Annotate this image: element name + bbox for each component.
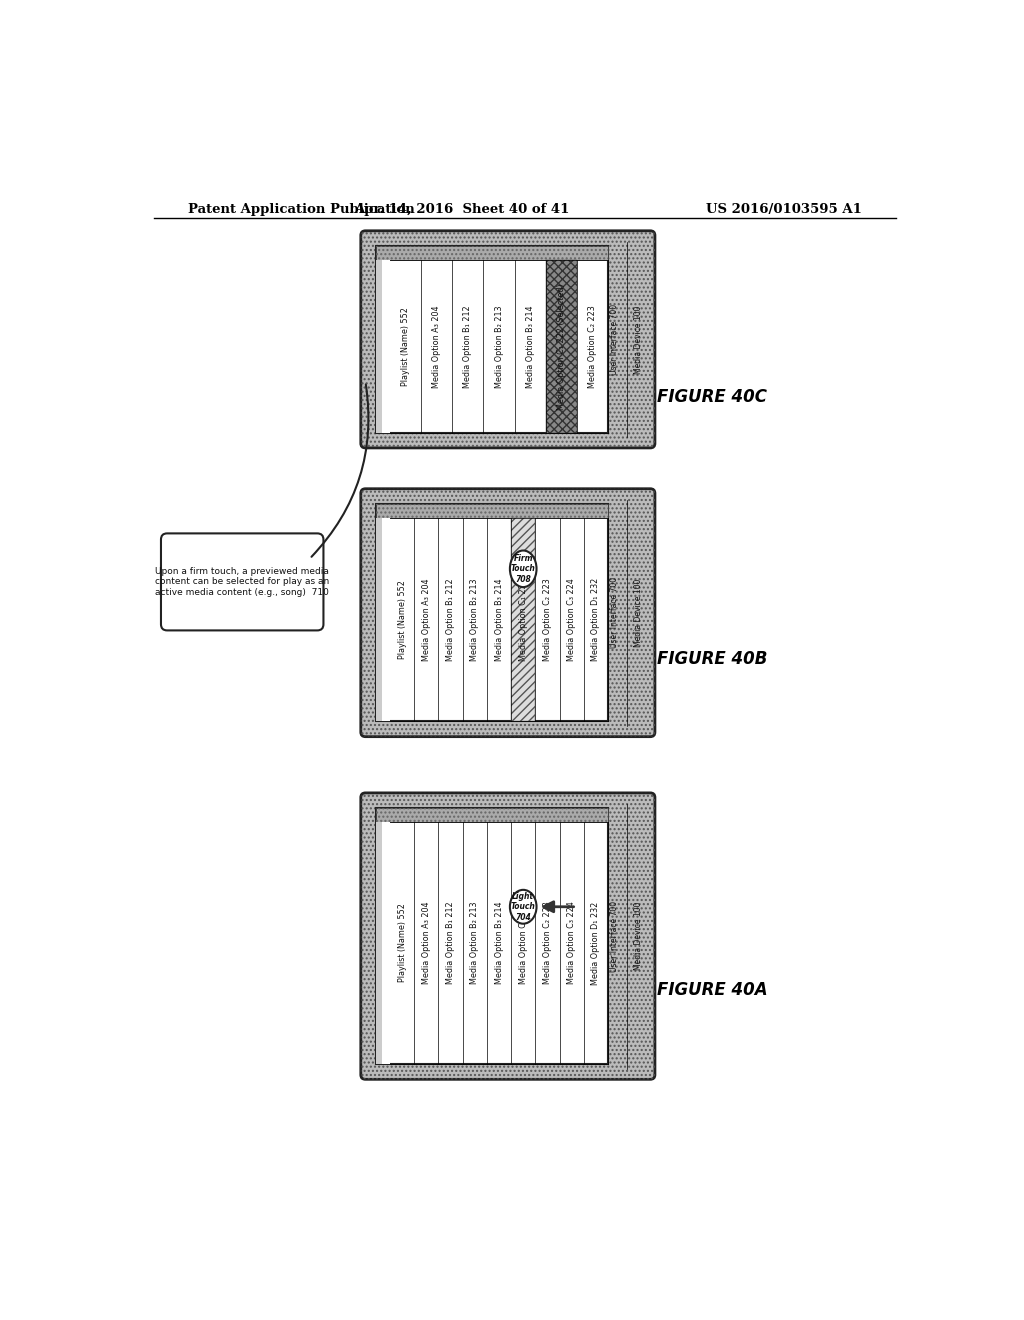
Text: Playlist (Name) 552: Playlist (Name) 552 (401, 306, 411, 385)
Text: Media Option B₃ 214: Media Option B₃ 214 (495, 578, 504, 661)
FancyBboxPatch shape (360, 793, 655, 1080)
Bar (546, 260, 577, 433)
Bar (376, 246, 608, 260)
Text: Media Option C₃ 224: Media Option C₃ 224 (567, 902, 577, 985)
Bar (376, 822, 390, 1064)
FancyBboxPatch shape (161, 533, 324, 631)
Bar (376, 517, 390, 721)
Ellipse shape (510, 890, 537, 924)
Bar (376, 504, 608, 517)
Text: Media Device 100: Media Device 100 (634, 578, 643, 647)
Text: Media Option B₂ 213: Media Option B₂ 213 (495, 305, 504, 388)
Bar (376, 808, 608, 822)
Bar (376, 808, 608, 822)
Text: Media Option B₃ 214: Media Option B₃ 214 (495, 902, 504, 985)
Ellipse shape (510, 550, 537, 587)
Text: Media Option C₂ 223: Media Option C₂ 223 (543, 578, 552, 661)
Text: Media Option B₃ 214: Media Option B₃ 214 (525, 305, 535, 388)
Text: FIGURE 40A: FIGURE 40A (656, 981, 767, 999)
Text: User Interface 700: User Interface 700 (609, 577, 618, 648)
FancyBboxPatch shape (360, 231, 655, 447)
Text: Upon a firm touch, a previewed media
content can be selected for play as an
acti: Upon a firm touch, a previewed media con… (155, 568, 330, 597)
Bar (376, 246, 608, 260)
Text: Media Option A₃ 204: Media Option A₃ 204 (422, 902, 431, 985)
Bar (511, 517, 536, 721)
Text: Media Device 100: Media Device 100 (634, 902, 643, 970)
Text: Patent Application Publication: Patent Application Publication (188, 203, 415, 216)
Text: Media Option B₁ 212: Media Option B₁ 212 (446, 578, 455, 661)
Text: Media Option B₁ 212: Media Option B₁ 212 (464, 305, 472, 388)
Text: Playlist (Name) 552: Playlist (Name) 552 (397, 904, 407, 982)
Text: US 2016/0103595 A1: US 2016/0103595 A1 (707, 203, 862, 216)
Text: Media Option D₁ 232: Media Option D₁ 232 (591, 578, 600, 661)
Text: FIGURE 40B: FIGURE 40B (656, 649, 767, 668)
Bar (546, 260, 577, 433)
Text: Playlist (Name) 552: Playlist (Name) 552 (397, 581, 407, 659)
Text: Media Option C₁ 222: Media Option C₁ 222 (519, 578, 527, 661)
Text: Media Option A₃ 204: Media Option A₃ 204 (432, 305, 441, 388)
Text: Media Option A₃ 204: Media Option A₃ 204 (422, 578, 431, 661)
Bar (376, 517, 382, 721)
Bar (376, 504, 608, 517)
Bar (376, 260, 382, 433)
Bar (376, 246, 608, 433)
Text: User Interface 700: User Interface 700 (609, 304, 618, 375)
Text: FIGURE 40C: FIGURE 40C (657, 388, 767, 407)
Text: Light
Touch
704: Light Touch 704 (511, 892, 536, 921)
Text: Media Option D₁ 232: Media Option D₁ 232 (591, 902, 600, 985)
Text: Firm
Touch
708: Firm Touch 708 (511, 554, 536, 583)
Text: Media Option C₂ 223: Media Option C₂ 223 (543, 902, 552, 985)
Text: Media Option C₁ 222 (Selected): Media Option C₁ 222 (Selected) (557, 282, 566, 409)
Text: User Interface 700: User Interface 700 (609, 900, 618, 972)
Text: Media Option B₁ 212: Media Option B₁ 212 (446, 902, 455, 985)
Text: Media Option C₃ 224: Media Option C₃ 224 (567, 578, 577, 661)
FancyBboxPatch shape (360, 488, 655, 737)
Bar (376, 260, 390, 433)
Text: Media Option B₂ 213: Media Option B₂ 213 (470, 578, 479, 661)
FancyArrowPatch shape (544, 902, 573, 912)
Text: Media Option C₂ 223: Media Option C₂ 223 (588, 305, 597, 388)
Text: Media Device 100: Media Device 100 (634, 305, 643, 374)
Bar (376, 822, 382, 1064)
Text: Apr. 14, 2016  Sheet 40 of 41: Apr. 14, 2016 Sheet 40 of 41 (354, 203, 569, 216)
Bar (511, 517, 536, 721)
Text: Media Option C₁ 222: Media Option C₁ 222 (519, 902, 527, 985)
Bar (376, 808, 608, 1064)
Bar (376, 504, 608, 721)
Text: Media Option B₂ 213: Media Option B₂ 213 (470, 902, 479, 985)
